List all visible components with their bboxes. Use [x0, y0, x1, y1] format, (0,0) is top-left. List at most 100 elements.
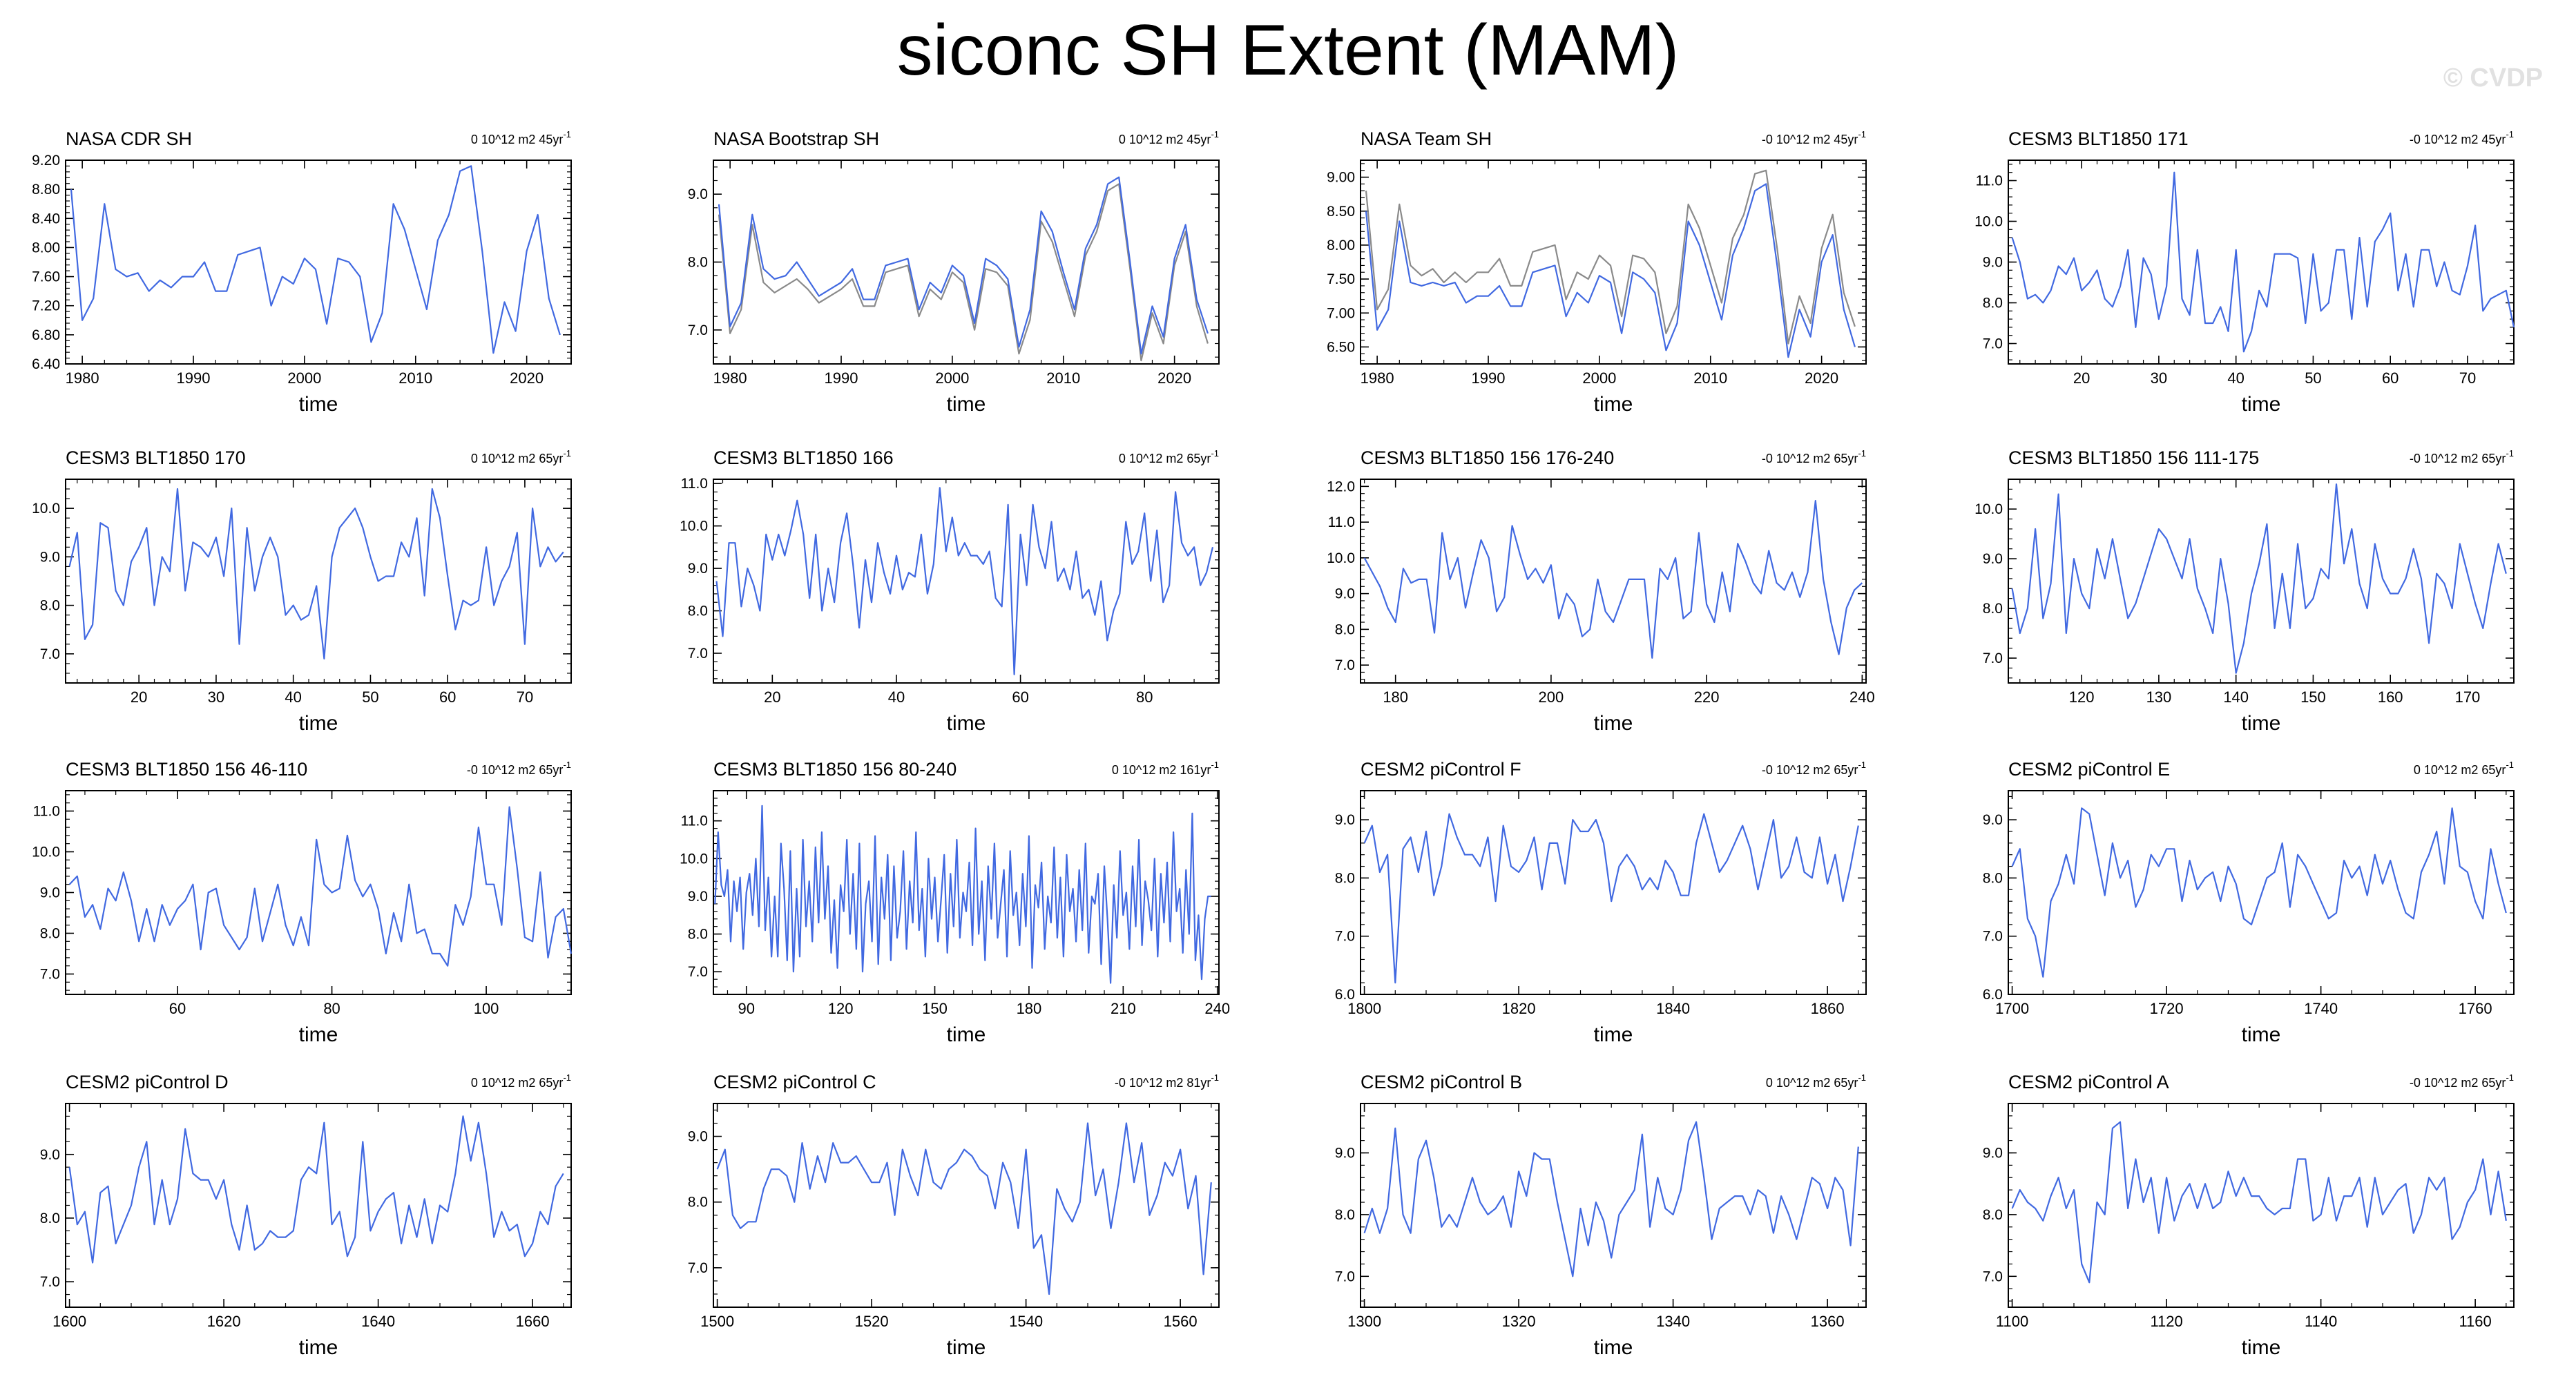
page-title: siconc SH Extent (MAM) [896, 10, 1680, 90]
trend-exponent: -1 [1858, 1072, 1866, 1083]
trend-label: 0 10^12 m2 161yr-1 [1112, 760, 1219, 777]
trend-exponent: -1 [563, 448, 571, 459]
trend-label: -0 10^12 m2 45yr-1 [2410, 129, 2514, 146]
trend-exponent: -1 [563, 1072, 571, 1083]
trend-value: 0 10^12 m2 45yr [1119, 133, 1211, 146]
trend-label: -0 10^12 m2 65yr-1 [1762, 448, 1866, 465]
x-tick-label: 120 [2069, 688, 2095, 706]
panel-title: CESM2 piControl E [2008, 759, 2170, 780]
y-tick-label: 8.0 [1335, 870, 1355, 886]
plot-frame [65, 1103, 572, 1308]
x-tick-label: 210 [1111, 1000, 1136, 1017]
y-tick-label: 9.0 [688, 889, 708, 905]
trend-exponent: -1 [2506, 129, 2514, 139]
x-tick-label: 30 [208, 688, 224, 706]
trend-label: 0 10^12 m2 65yr-1 [471, 448, 571, 465]
series-line [70, 165, 561, 354]
series-line [1365, 169, 1856, 345]
y-tick-label: 8.00 [32, 240, 60, 256]
y-tick-label: 8.0 [40, 1211, 60, 1226]
panel-title: CESM3 BLT1850 156 46-110 [66, 759, 307, 780]
y-tick-label: 11.0 [681, 813, 708, 829]
chart-panel: CESM3 BLT1850 166 0 10^12 m2 65yr-1 7.0 8.0… [680, 447, 1220, 735]
plot-frame [2008, 1103, 2515, 1308]
y-tick-label: 11.0 [1328, 514, 1355, 530]
x-tick-label: 30 [2151, 369, 2167, 387]
x-tick-label: 2020 [510, 369, 544, 387]
x-tick-label: 80 [1136, 688, 1153, 706]
x-tick-label: 2000 [935, 369, 969, 387]
panel-title: CESM3 BLT1850 156 111-175 [2008, 447, 2259, 468]
series-line [714, 804, 1211, 984]
chart-panel: NASA Team SH -0 10^12 m2 45yr-1 6.50 7.00 7.… [1327, 128, 1867, 416]
x-tick-label: 130 [2146, 688, 2172, 706]
x-tick-label: 180 [1383, 688, 1408, 706]
x-tick-label: 1980 [1361, 369, 1394, 387]
x-tick-label: 70 [2459, 369, 2476, 387]
trend-exponent: -1 [1211, 760, 1219, 770]
trend-label: -0 10^12 m2 65yr-1 [467, 760, 571, 777]
x-tick-label: 2020 [1805, 369, 1838, 387]
x-tick-label: 1740 [2304, 1000, 2338, 1017]
x-tick-label: 60 [439, 688, 456, 706]
y-tick-label: 7.0 [688, 322, 708, 338]
x-tick-label: 2020 [1157, 369, 1191, 387]
panel-title: CESM3 BLT1850 171 [2008, 128, 2189, 149]
y-tick-label: 9.0 [40, 885, 60, 901]
trend-value: -0 10^12 m2 65yr [1762, 763, 1858, 777]
y-tick-label: 9.0 [688, 561, 708, 577]
y-tick-label: 9.0 [1335, 586, 1355, 602]
x-tick-label: 40 [888, 688, 905, 706]
y-tick-label: 7.0 [40, 967, 60, 983]
x-tick-label: 50 [362, 688, 378, 706]
y-tick-label: 8.50 [1327, 204, 1355, 220]
trend-exponent: -1 [1211, 129, 1219, 139]
trend-exponent: -1 [1211, 1072, 1219, 1083]
trend-exponent: -1 [563, 760, 571, 770]
x-tick-label: 1340 [1656, 1313, 1690, 1330]
x-tick-label: 240 [1204, 1000, 1230, 1017]
x-tick-label: 90 [738, 1000, 754, 1017]
y-tick-label: 7.00 [1327, 305, 1355, 321]
trend-exponent: -1 [2506, 760, 2514, 770]
x-tick-label: 1360 [1811, 1313, 1845, 1330]
y-tick-label: 7.0 [1335, 657, 1355, 673]
y-tick-label: 12.0 [1327, 479, 1355, 494]
x-tick-label: 180 [1017, 1000, 1042, 1017]
trend-exponent: -1 [1858, 760, 1866, 770]
chart-panel: CESM3 BLT1850 156 176-240 -0 10^12 m2 65y… [1327, 447, 1875, 735]
y-tick-label: 8.0 [1983, 296, 2003, 311]
x-axis-label: time [947, 712, 986, 735]
x-tick-label: 240 [1849, 688, 1875, 706]
x-tick-label: 1990 [825, 369, 858, 387]
panel-title: CESM3 BLT1850 170 [66, 447, 246, 468]
y-tick-label: 9.0 [688, 186, 708, 202]
y-tick-label: 9.0 [40, 549, 60, 565]
x-tick-label: 1620 [207, 1313, 241, 1330]
chart-panel: NASA CDR SH 0 10^12 m2 45yr-1 6.40 6.80 7.20… [32, 128, 572, 416]
x-tick-label: 60 [2382, 369, 2399, 387]
panel-title: CESM3 BLT1850 166 [713, 447, 894, 468]
y-tick-label: 8.00 [1327, 238, 1355, 253]
x-axis-label: time [2242, 712, 2281, 735]
y-tick-label: 6.0 [1335, 987, 1355, 1003]
series-line [1363, 1121, 1859, 1278]
trend-exponent: -1 [1858, 129, 1866, 139]
y-tick-label: 9.0 [40, 1147, 60, 1163]
series-line [715, 487, 1214, 675]
plot-frame [713, 160, 1220, 365]
x-tick-label: 60 [169, 1000, 186, 1017]
series-line [2011, 807, 2507, 978]
trend-value: -0 10^12 m2 45yr [1762, 133, 1858, 146]
x-tick-label: 80 [323, 1000, 340, 1017]
chart-panel: CESM2 piControl D 0 10^12 m2 65yr-1 7.0 8.0… [40, 1072, 572, 1359]
y-tick-label: 10.0 [32, 845, 60, 860]
x-tick-label: 1820 [1502, 1000, 1536, 1017]
series-line [68, 1115, 564, 1264]
y-tick-label: 7.0 [1983, 650, 2003, 666]
y-tick-label: 8.80 [32, 182, 60, 197]
y-tick-label: 6.50 [1327, 339, 1355, 355]
panel-title: CESM2 piControl C [713, 1072, 876, 1092]
chart-panel: CESM3 BLT1850 156 46-110 -0 10^12 m2 65yr… [32, 759, 573, 1046]
